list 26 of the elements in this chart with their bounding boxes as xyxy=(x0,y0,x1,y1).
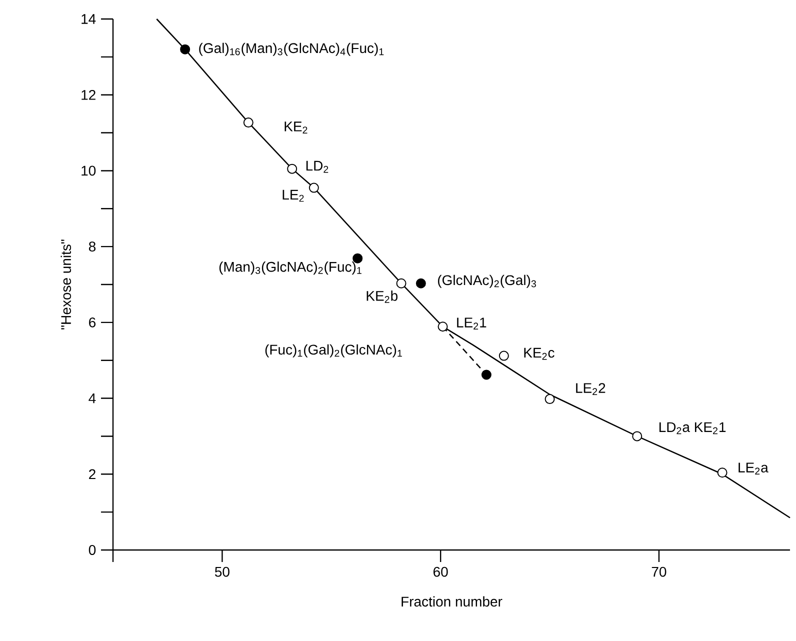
y-tick-label: 10 xyxy=(82,166,96,176)
annotation: (Fuc)$_{1}$(Gal)$_{2}$(GlcNAc)$_{1}$ xyxy=(265,344,402,358)
annotation: LE$_{2}$2 xyxy=(576,383,606,396)
y-tick-label: 4 xyxy=(88,393,96,404)
x-axis-title: Fraction number xyxy=(402,596,502,607)
annotation: KE$_{2}$b xyxy=(366,290,398,303)
y-axis-title: "Hexose units" xyxy=(60,240,72,330)
annotation: LD$_{2}$a KE$_{2}$1 xyxy=(659,422,726,434)
y-tick-label: 6 xyxy=(89,317,96,328)
x-tick-label: 70 xyxy=(652,566,666,577)
y-tick-label: 12 xyxy=(82,90,96,100)
x-tick-label: 50 xyxy=(214,566,230,577)
annotation: KE$_{2}$ xyxy=(284,122,308,134)
annotation: (Man)$_{3}$(GlcNAc)$_{2}$(Fuc)$_{1}$ xyxy=(219,262,362,275)
y-tick-label: 2 xyxy=(89,469,96,480)
x-tick-label: 60 xyxy=(434,566,448,577)
annotation: LE$_{2}$1 xyxy=(457,318,486,330)
annotation: LE$_{2}$ xyxy=(282,190,304,202)
y-tick-label: 8 xyxy=(88,242,96,252)
annotation: KE$_{2}$c xyxy=(524,348,554,360)
annotation: LE$_{2}$a xyxy=(738,462,768,475)
annotation: (Gal)$_{16}$(Man)$_{3}$(GlcNAc)$_{4}$(Fuc)$_{1}$ xyxy=(199,42,384,56)
annotation: (GlcNAc)$_{2}$(Gal)$_{3}$ xyxy=(438,274,536,288)
y-tick-label: 0 xyxy=(88,545,96,555)
annotation: LD$_{2}$ xyxy=(306,160,328,173)
y-tick-label: 14 xyxy=(82,14,96,24)
